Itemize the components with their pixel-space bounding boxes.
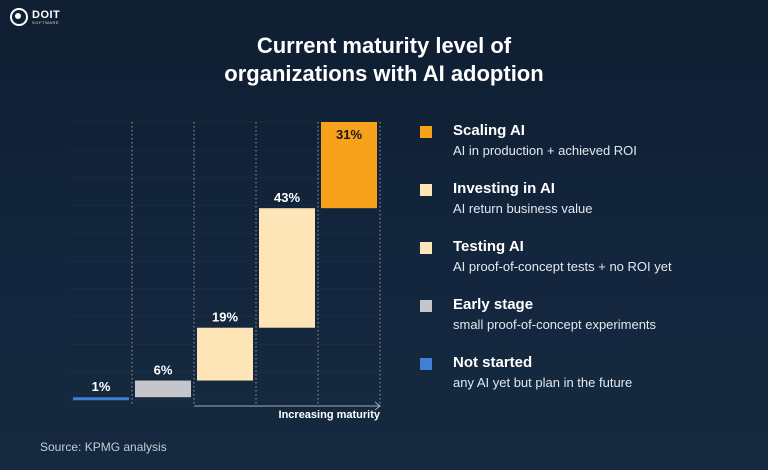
legend-label: Not started	[453, 354, 533, 371]
chart-title-line-1: Current maturity level of	[256, 33, 512, 58]
bar-scaling-ai	[321, 122, 377, 209]
legend-swatch	[420, 358, 432, 370]
legend-item: Scaling AI AI in production + achieved RO…	[420, 120, 760, 165]
legend-description: AI in production + achieved ROI	[453, 143, 637, 158]
legend-description: AI proof-of-concept tests + no ROI yet	[453, 259, 672, 274]
data-label: 19%	[212, 310, 238, 325]
legend-swatch	[420, 242, 432, 254]
legend-description: AI return business value	[453, 201, 593, 216]
source-note: Source: KPMG analysis	[40, 440, 167, 454]
brand-name: DOIT	[32, 8, 61, 21]
legend-swatch	[420, 126, 432, 138]
legend-item: Testing AI AI proof-of-concept tests + no…	[420, 236, 760, 281]
chart-title: Current maturity level of organizations …	[0, 32, 768, 88]
logo-icon	[10, 8, 28, 26]
legend-swatch	[420, 300, 432, 312]
legend-label: Scaling AI	[453, 122, 525, 139]
bar-not-started	[73, 397, 129, 401]
brand-tagline: SOFTWARE	[32, 19, 60, 25]
legend-item: Not started any AI yet but plan in the fu…	[420, 352, 760, 397]
legend-label: Early stage	[453, 296, 534, 313]
legend-description: small proof-of-concept experiments	[453, 317, 657, 332]
brand-logo: DOIT SOFTWARE	[10, 8, 60, 26]
legend-item: Investing in AI AI return business value	[420, 178, 760, 223]
chart-title-line-2: organizations with AI adoption	[224, 61, 544, 86]
x-axis-arrow-icon	[374, 401, 381, 411]
legend-description: any AI yet but plan in the future	[453, 375, 633, 390]
x-axis-label: Increasing maturity	[279, 409, 381, 421]
legend-label: Investing in AI	[453, 180, 555, 197]
data-label: 31%	[336, 127, 362, 142]
legend-label: Testing AI	[453, 238, 524, 255]
data-label: 43%	[274, 190, 300, 205]
legend-swatch	[420, 184, 432, 196]
data-label: 1%	[92, 379, 111, 394]
bar-testing-ai	[197, 327, 253, 381]
data-label: 6%	[154, 363, 173, 378]
bar-early-stage	[135, 380, 191, 398]
bar-investing-in-ai	[259, 208, 315, 328]
legend-item: Early stage small proof-of-concept experi…	[420, 294, 760, 339]
